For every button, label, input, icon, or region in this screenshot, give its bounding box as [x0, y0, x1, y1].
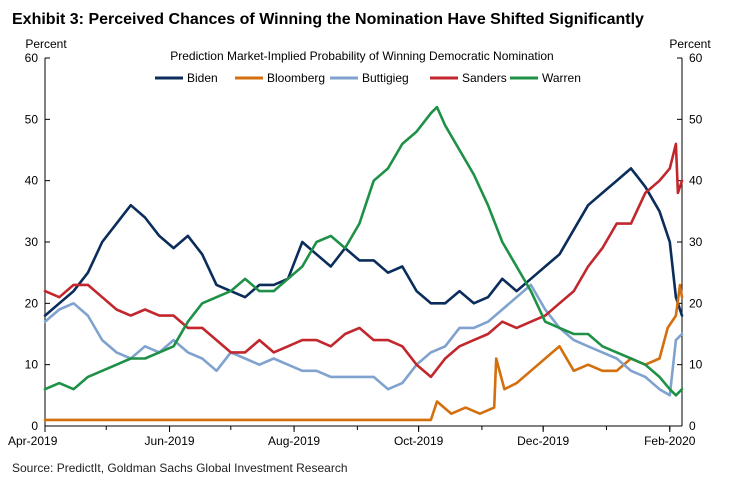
- plot-frame: [44, 58, 683, 427]
- x-tick-label: Feb-2020: [644, 434, 696, 448]
- left-y-axis: 0 10 20 30 40 50 60: [25, 51, 50, 433]
- left-tick-label: 20: [25, 296, 39, 310]
- x-axis: Apr-2019 Jun-2019 Aug-2019 Oct-2019 Dec-2019…: [8, 426, 696, 448]
- right-tick-label: 0: [689, 419, 696, 433]
- legend-label-warren: Warren: [542, 71, 581, 85]
- series-line-warren: [43, 105, 684, 397]
- series-line-sanders: [43, 142, 684, 379]
- right-tick-label: 50: [689, 112, 703, 126]
- right-tick-label: 60: [689, 51, 703, 65]
- x-tick-label: Oct-2019: [394, 434, 444, 448]
- legend-label-biden: Biden: [187, 71, 218, 85]
- right-tick-label: 10: [689, 358, 703, 372]
- legend-label-buttigieg: Buttigieg: [362, 71, 409, 85]
- left-tick-label: 40: [25, 174, 39, 188]
- x-tick-label: Aug-2019: [268, 434, 320, 448]
- legend-label-sanders: Sanders: [462, 71, 507, 85]
- left-tick-label: 0: [31, 419, 38, 433]
- x-tick-label: Apr-2019: [8, 434, 58, 448]
- left-tick-label: 50: [25, 112, 39, 126]
- left-axis-label: Percent: [25, 37, 67, 51]
- legend: Biden Bloomberg Buttigieg Sanders Warren: [155, 71, 581, 85]
- legend-label-bloomberg: Bloomberg: [267, 71, 325, 85]
- series-lines: [43, 105, 684, 422]
- right-tick-label: 30: [689, 235, 703, 249]
- right-tick-label: 20: [689, 296, 703, 310]
- left-tick-label: 30: [25, 235, 39, 249]
- series-line-bloomberg: [43, 283, 684, 422]
- left-tick-label: 60: [25, 51, 39, 65]
- right-y-axis: 0 10 20 30 40 50 60: [677, 51, 703, 433]
- left-tick-label: 10: [25, 358, 39, 372]
- chart-subtitle: Prediction Market-Implied Probability of…: [170, 49, 553, 63]
- chart-title: Exhibit 3: Perceived Chances of Winning …: [12, 11, 644, 28]
- series-line-biden: [43, 167, 684, 317]
- series-line-buttigieg: [43, 283, 684, 397]
- x-tick-label: Dec-2019: [517, 434, 569, 448]
- right-tick-label: 40: [689, 174, 703, 188]
- x-tick-label: Jun-2019: [145, 434, 195, 448]
- right-axis-label: Percent: [669, 37, 711, 51]
- source-note: Source: PredictIt, Goldman Sachs Global …: [12, 461, 348, 475]
